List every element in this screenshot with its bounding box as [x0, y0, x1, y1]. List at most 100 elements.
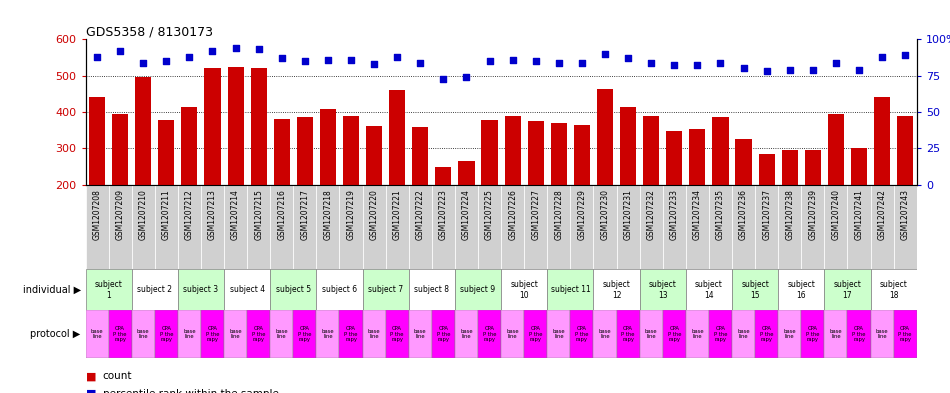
Bar: [296, 118, 313, 185]
Bar: [363, 185, 386, 269]
Text: GSM1207216: GSM1207216: [277, 189, 286, 240]
Text: CPA
P the
rapy: CPA P the rapy: [298, 326, 312, 342]
Text: GSM1207228: GSM1207228: [555, 189, 563, 240]
Bar: [617, 310, 639, 358]
Text: CPA
P the
rapy: CPA P the rapy: [668, 326, 681, 342]
Text: CPA
P the
rapy: CPA P the rapy: [344, 326, 358, 342]
Bar: [735, 139, 751, 185]
Text: CPA
P the
rapy: CPA P the rapy: [390, 326, 404, 342]
Bar: [132, 310, 155, 358]
Text: base
line: base line: [506, 329, 519, 340]
Bar: [524, 310, 547, 358]
Bar: [178, 185, 201, 269]
Point: [412, 59, 428, 66]
Bar: [666, 131, 682, 185]
Text: GSM1207224: GSM1207224: [462, 189, 471, 240]
Text: CPA
P the
rapy: CPA P the rapy: [206, 326, 219, 342]
Point: [620, 55, 636, 61]
Bar: [251, 68, 267, 185]
Point: [89, 53, 104, 60]
Bar: [89, 97, 105, 185]
Text: GSM1207240: GSM1207240: [831, 189, 841, 240]
Bar: [639, 269, 686, 310]
Bar: [502, 310, 524, 358]
Text: GSM1207231: GSM1207231: [623, 189, 633, 240]
Bar: [274, 119, 290, 185]
Bar: [339, 310, 363, 358]
Text: subject
17: subject 17: [833, 280, 862, 299]
Bar: [825, 269, 870, 310]
Bar: [363, 310, 386, 358]
Bar: [224, 185, 247, 269]
Text: GSM1207232: GSM1207232: [647, 189, 656, 240]
Bar: [709, 185, 732, 269]
Text: GSM1207233: GSM1207233: [670, 189, 679, 240]
Text: base
line: base line: [368, 329, 380, 340]
Bar: [270, 310, 294, 358]
Point: [598, 51, 613, 57]
Text: GSM1207209: GSM1207209: [116, 189, 124, 240]
Bar: [805, 150, 821, 185]
Bar: [570, 185, 594, 269]
Point: [436, 75, 451, 82]
Point: [367, 61, 382, 67]
Bar: [827, 114, 844, 185]
Text: percentile rank within the sample: percentile rank within the sample: [103, 389, 278, 393]
Bar: [894, 310, 917, 358]
Bar: [709, 310, 732, 358]
Bar: [270, 185, 294, 269]
Text: GSM1207220: GSM1207220: [370, 189, 379, 240]
Text: base
line: base line: [829, 329, 843, 340]
Text: subject 4: subject 4: [230, 285, 265, 294]
Point: [482, 58, 497, 64]
Text: subject
1: subject 1: [95, 280, 123, 299]
Bar: [594, 185, 617, 269]
Text: base
line: base line: [322, 329, 334, 340]
Point: [344, 57, 359, 63]
Text: GSM1207218: GSM1207218: [323, 189, 332, 240]
Text: GSM1207210: GSM1207210: [139, 189, 148, 240]
Text: GDS5358 / 8130173: GDS5358 / 8130173: [86, 25, 213, 38]
Bar: [801, 185, 825, 269]
Text: GSM1207229: GSM1207229: [578, 189, 586, 240]
Bar: [408, 310, 432, 358]
Bar: [224, 269, 270, 310]
Text: CPA
P the
rapy: CPA P the rapy: [113, 326, 127, 342]
Bar: [755, 310, 778, 358]
Bar: [201, 185, 224, 269]
Text: base
line: base line: [645, 329, 657, 340]
Point: [898, 52, 913, 59]
Bar: [870, 269, 917, 310]
Point: [390, 53, 405, 60]
Bar: [227, 66, 243, 185]
Point: [643, 59, 658, 66]
Bar: [504, 116, 521, 185]
Text: GSM1207208: GSM1207208: [92, 189, 102, 240]
Point: [251, 46, 266, 53]
Text: CPA
P the
rapy: CPA P the rapy: [252, 326, 265, 342]
Bar: [204, 68, 220, 185]
Bar: [270, 269, 316, 310]
Text: GSM1207214: GSM1207214: [231, 189, 240, 240]
Text: CPA
P the
rapy: CPA P the rapy: [437, 326, 450, 342]
Bar: [408, 269, 455, 310]
Bar: [825, 310, 847, 358]
Text: GSM1207243: GSM1207243: [901, 189, 910, 240]
Text: ■: ■: [86, 389, 100, 393]
Bar: [108, 185, 132, 269]
Bar: [732, 310, 755, 358]
Bar: [363, 269, 408, 310]
Bar: [181, 107, 198, 185]
Bar: [759, 154, 775, 185]
Bar: [343, 116, 359, 185]
Point: [667, 62, 682, 69]
Bar: [897, 116, 913, 185]
Text: subject 9: subject 9: [461, 285, 496, 294]
Text: GSM1207242: GSM1207242: [878, 189, 886, 240]
Bar: [847, 185, 870, 269]
Point: [690, 62, 705, 69]
Bar: [527, 121, 543, 185]
Bar: [155, 310, 178, 358]
Text: GSM1207238: GSM1207238: [786, 189, 794, 240]
Text: base
line: base line: [414, 329, 427, 340]
